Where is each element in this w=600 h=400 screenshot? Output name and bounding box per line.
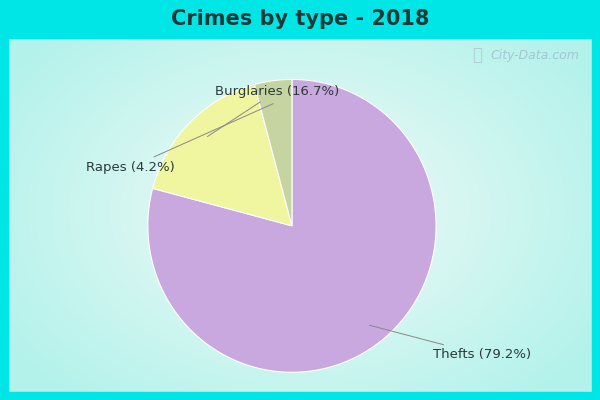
Polygon shape — [148, 80, 436, 372]
Text: Crimes by type - 2018: Crimes by type - 2018 — [171, 9, 429, 29]
Bar — [0, 0, 600, 38]
Text: City-Data.com: City-Data.com — [490, 48, 579, 62]
Text: Rapes (4.2%): Rapes (4.2%) — [86, 104, 274, 174]
Text: Burglaries (16.7%): Burglaries (16.7%) — [208, 85, 339, 136]
Polygon shape — [254, 80, 292, 226]
Text: ⓘ: ⓘ — [472, 46, 482, 64]
Polygon shape — [152, 84, 292, 226]
Bar — [592, 0, 600, 400]
Bar — [0, 0, 8, 400]
Text: Thefts (79.2%): Thefts (79.2%) — [370, 325, 530, 361]
Bar — [0, 392, 600, 400]
